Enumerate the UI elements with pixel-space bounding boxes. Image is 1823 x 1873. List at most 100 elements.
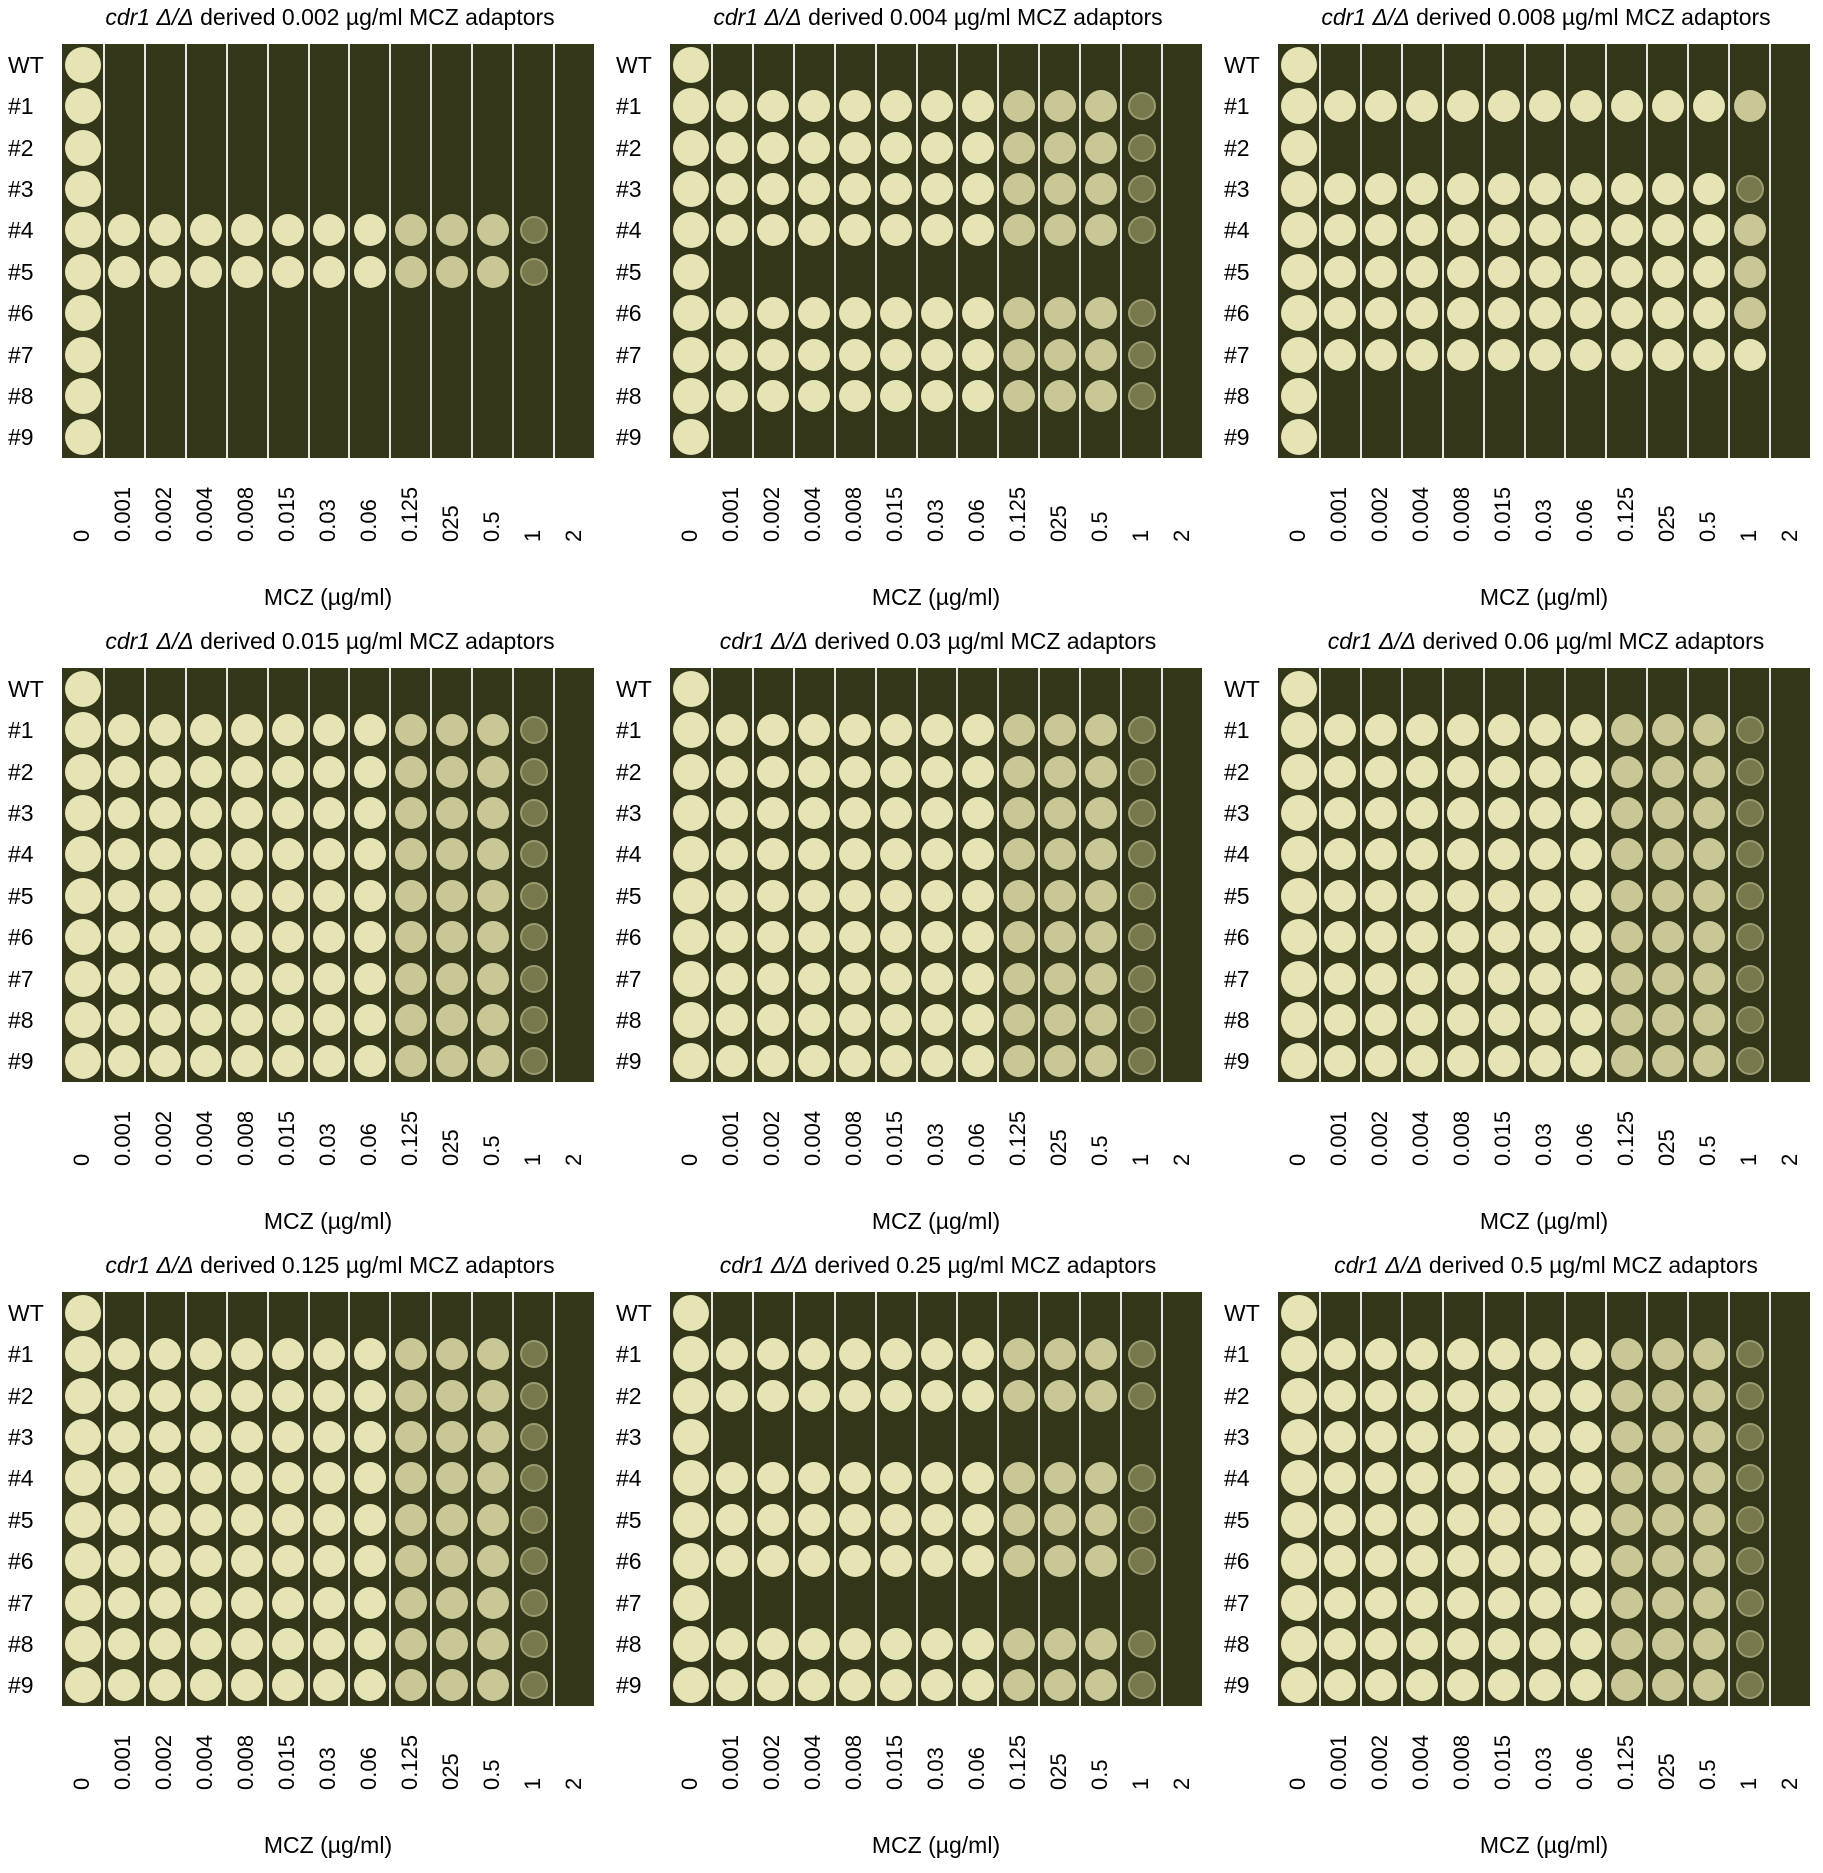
concentration-label: 0.004 xyxy=(190,1092,220,1192)
concentration-label-text: 0.03 xyxy=(923,1123,948,1166)
yeast-spot xyxy=(1610,838,1643,871)
yeast-spot xyxy=(1406,1462,1439,1495)
row-label: #6 xyxy=(8,300,34,327)
yeast-spot xyxy=(435,755,468,788)
row-label: #7 xyxy=(1224,341,1250,368)
yeast-spot xyxy=(1127,923,1156,952)
row-label: #4 xyxy=(8,841,34,868)
spot-assay-panel: cdr1 Δ/Δ derived 0.03 µg/ml MCZ adaptors… xyxy=(608,624,1216,1248)
row-label: #2 xyxy=(8,134,34,161)
yeast-spot xyxy=(1610,1627,1643,1660)
yeast-spot xyxy=(65,919,102,956)
row-label: #1 xyxy=(1224,717,1250,744)
row-label: #7 xyxy=(616,1589,642,1616)
yeast-spot xyxy=(880,90,913,123)
yeast-spot xyxy=(1569,1338,1602,1371)
yeast-spot xyxy=(65,1460,102,1497)
concentration-label: 0.03 xyxy=(1529,1092,1559,1192)
concentration-label: 2 xyxy=(1167,1092,1197,1192)
concentration-label: 0.5 xyxy=(477,468,507,568)
yeast-spot xyxy=(798,1338,831,1371)
yeast-spot xyxy=(313,1545,345,1578)
yeast-spot xyxy=(757,90,790,123)
yeast-spot xyxy=(353,1045,386,1078)
concentration-label-text: 0.001 xyxy=(110,486,136,542)
row-label: WT xyxy=(616,1299,652,1326)
yeast-spot xyxy=(65,88,102,125)
yeast-spot xyxy=(961,379,994,412)
yeast-spot xyxy=(1692,1627,1725,1660)
yeast-spot xyxy=(190,1420,223,1453)
yeast-spot xyxy=(1529,1379,1561,1412)
yeast-spot xyxy=(1488,1627,1521,1660)
concentration-label-text: 0.06 xyxy=(355,499,381,542)
yeast-spot xyxy=(1529,1503,1561,1536)
yeast-spot xyxy=(476,796,509,829)
concentration-label: 0.06 xyxy=(1570,1716,1600,1816)
yeast-spot xyxy=(961,1462,994,1495)
yeast-spot xyxy=(353,1669,386,1702)
concentration-label-text: 0.03 xyxy=(923,499,948,542)
yeast-spot xyxy=(921,131,953,164)
concentration-label: 0.004 xyxy=(1406,468,1436,568)
row-label: #3 xyxy=(8,799,34,826)
yeast-spot xyxy=(921,1379,953,1412)
concentration-label: 0.001 xyxy=(108,468,138,568)
concentration-label-text: 0.002 xyxy=(759,486,785,542)
yeast-spot xyxy=(1406,1420,1439,1453)
yeast-spot xyxy=(1406,1379,1439,1412)
yeast-spot xyxy=(476,1627,509,1660)
yeast-spot xyxy=(1569,921,1602,954)
yeast-spot xyxy=(757,297,790,330)
yeast-spot xyxy=(1084,214,1117,247)
yeast-spot xyxy=(190,879,223,912)
plate-strip xyxy=(1161,1292,1202,1706)
yeast-spot xyxy=(839,1462,872,1495)
yeast-spot xyxy=(65,212,102,249)
yeast-spot xyxy=(435,1545,468,1578)
yeast-spot xyxy=(1084,338,1117,371)
yeast-spot xyxy=(272,1669,305,1702)
yeast-spot xyxy=(961,1379,994,1412)
concentration-label: 0.008 xyxy=(231,468,261,568)
yeast-spot xyxy=(519,257,548,286)
yeast-spot xyxy=(921,1503,953,1536)
row-label: #6 xyxy=(616,1548,642,1575)
yeast-spot xyxy=(798,838,831,871)
yeast-spot xyxy=(149,1545,182,1578)
yeast-spot xyxy=(149,1586,182,1619)
concentration-label: 0.001 xyxy=(108,1092,138,1192)
row-label: #7 xyxy=(616,965,642,992)
concentration-label-text: 0 xyxy=(1285,529,1311,542)
yeast-spot xyxy=(65,129,102,166)
row-label: #6 xyxy=(1224,924,1250,951)
concentration-label-text: 0.002 xyxy=(151,486,177,542)
row-label: #8 xyxy=(8,382,34,409)
yeast-spot xyxy=(1365,1420,1398,1453)
yeast-spot xyxy=(1610,90,1643,123)
agar-plate-image xyxy=(670,44,1202,458)
yeast-spot xyxy=(839,1045,872,1078)
panel-title: cdr1 Δ/Δ derived 0.25 µg/ml MCZ adaptors xyxy=(668,1252,1208,1279)
yeast-spot xyxy=(1043,962,1076,995)
panel-title-text: derived 0.002 µg/ml MCZ adaptors xyxy=(193,4,555,30)
yeast-spot xyxy=(673,1336,710,1373)
row-label: #5 xyxy=(616,882,642,909)
yeast-spot xyxy=(1127,1671,1156,1700)
yeast-spot xyxy=(1488,214,1521,247)
yeast-spot xyxy=(1735,964,1764,993)
yeast-spot xyxy=(921,90,953,123)
concentration-label-text: 0.125 xyxy=(1004,1110,1030,1166)
concentration-label-text: 1 xyxy=(519,529,545,542)
yeast-spot xyxy=(839,796,872,829)
yeast-spot xyxy=(673,46,710,83)
concentration-label-text: 1 xyxy=(1127,1153,1153,1166)
concentration-label-text: 025 xyxy=(1653,1753,1679,1790)
yeast-spot xyxy=(1002,796,1035,829)
yeast-spot xyxy=(1529,962,1561,995)
yeast-spot xyxy=(673,1625,710,1662)
yeast-spot xyxy=(673,670,710,707)
yeast-spot xyxy=(921,172,953,205)
yeast-spot xyxy=(757,796,790,829)
yeast-spot xyxy=(1002,755,1035,788)
